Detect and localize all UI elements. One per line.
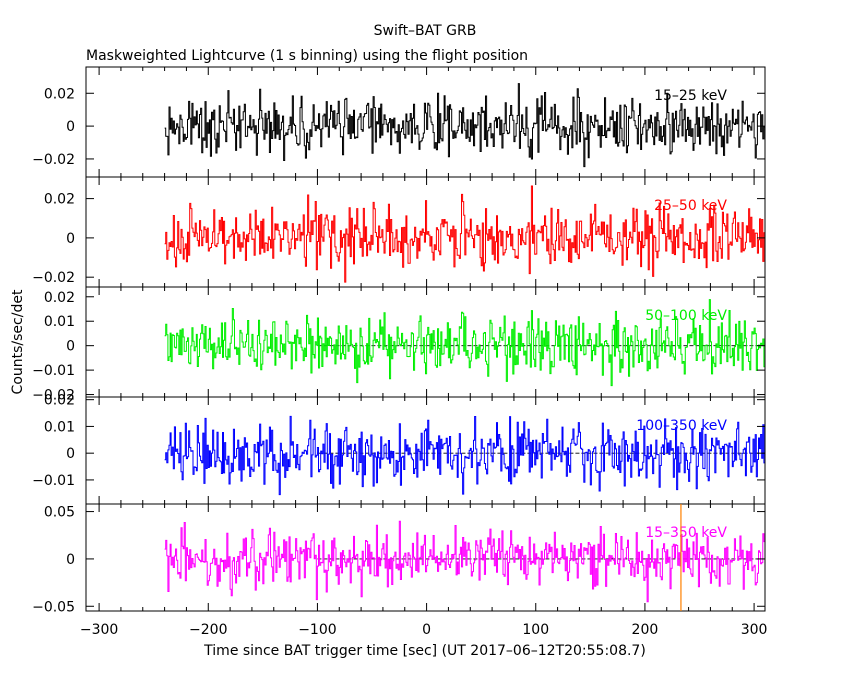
x-tick-label: −200 [189, 622, 227, 638]
series-line-5 [164, 520, 765, 603]
chart-title: Swift–BAT GRB [374, 23, 477, 39]
band-label-3: 50–100 keV [645, 308, 727, 324]
y-tick-label: −0.02 [32, 152, 75, 168]
band-label-1: 15–25 keV [654, 88, 727, 104]
y-tick-label: 0 [66, 339, 75, 355]
y-tick-label: −0.02 [32, 388, 75, 404]
y-tick-label: 0 [66, 446, 75, 462]
y-tick-label: −0.05 [32, 599, 75, 615]
x-tick-label: 100 [522, 622, 549, 638]
x-axis-label: Time since BAT trigger time [sec] (UT 20… [203, 643, 646, 659]
panel-2: 25–50 keV −0.02 0 0.02 [32, 176, 766, 288]
panel-4: 100–350 keV −0.01 0 0.01 0.02 [32, 393, 766, 505]
series-line-2 [164, 185, 765, 283]
band-label-5: 15–350 keV [645, 525, 727, 541]
y-tick-label: 0.02 [44, 192, 75, 208]
y-tick-label: 0.02 [44, 393, 75, 409]
y-tick-label: −0.02 [32, 270, 75, 286]
y-tick-label: 0.01 [44, 314, 75, 330]
series-line-3 [164, 299, 765, 387]
series-line-1 [164, 83, 765, 168]
x-tick-label: 300 [741, 622, 768, 638]
y-tick-label: −0.01 [32, 473, 75, 489]
panel-1: 15–25 keV −0.02 0 0.02 [32, 66, 766, 178]
y-tick-label: 0 [66, 119, 75, 135]
chart-subtitle: Maskweighted Lightcurve (1 s binning) us… [86, 48, 528, 64]
y-tick-label: 0.05 [44, 505, 75, 521]
x-tick-label: 200 [632, 622, 659, 638]
panel-5: 15–350 keV −0.05 0 0.05 [32, 503, 766, 615]
y-axis-label: Counts/sec/det [10, 289, 26, 394]
band-label-4: 100–350 keV [636, 418, 727, 434]
x-tick-label: −300 [80, 622, 118, 638]
x-tick-label: 0 [422, 622, 431, 638]
panel-3: 50–100 keV −0.02 −0.01 0 0.01 0.02 [32, 286, 766, 404]
y-tick-label: 0.02 [44, 86, 75, 102]
y-tick-label: −0.01 [32, 363, 75, 379]
band-label-2: 25–50 keV [654, 198, 727, 214]
y-tick-label: 0.02 [44, 290, 75, 306]
y-tick-label: 0.01 [44, 419, 75, 435]
panel-frame-5 [85, 503, 766, 612]
series-line-4 [164, 415, 765, 496]
x-tick-label: −100 [298, 622, 336, 638]
y-tick-label: 0 [66, 552, 75, 568]
y-tick-label: 0 [66, 231, 75, 247]
